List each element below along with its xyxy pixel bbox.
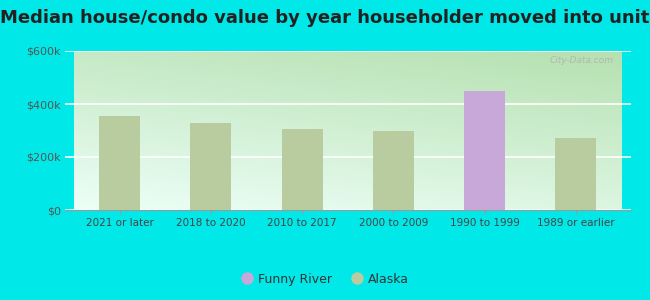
Text: Median house/condo value by year householder moved into unit: Median house/condo value by year househo…	[0, 9, 650, 27]
Bar	[281, 129, 322, 210]
Bar	[190, 122, 231, 210]
Bar	[373, 130, 414, 210]
Text: City-Data.com: City-Data.com	[549, 56, 614, 65]
Legend: Funny River, Alaska: Funny River, Alaska	[235, 268, 415, 291]
Bar	[555, 139, 596, 210]
Bar	[464, 91, 505, 210]
Bar	[99, 116, 140, 210]
Bar	[464, 130, 505, 210]
